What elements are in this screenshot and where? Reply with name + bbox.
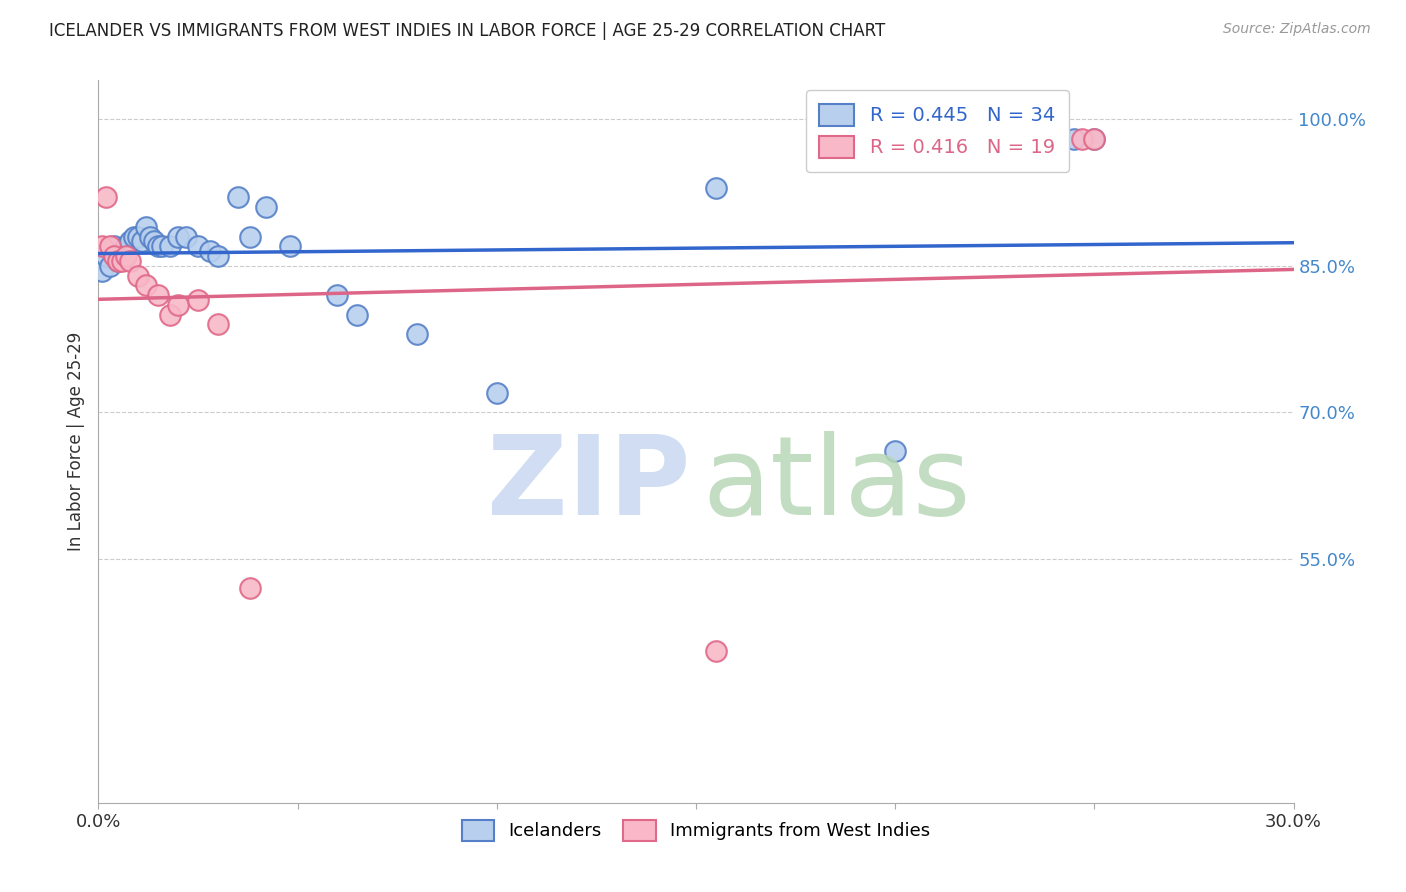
- Text: Source: ZipAtlas.com: Source: ZipAtlas.com: [1223, 22, 1371, 37]
- Point: [91, 263, 114, 277]
- Point: [127, 268, 149, 283]
- Point: [103, 239, 125, 253]
- Point: [111, 254, 134, 268]
- Point: [226, 190, 249, 204]
- Legend: Icelanders, Immigrants from West Indies: Icelanders, Immigrants from West Indies: [454, 813, 938, 848]
- Point: [174, 229, 197, 244]
- Point: [1083, 132, 1105, 146]
- Point: [111, 244, 134, 259]
- Point: [139, 229, 162, 244]
- Point: [207, 249, 229, 263]
- Point: [198, 244, 221, 259]
- Point: [207, 318, 229, 332]
- Text: ICELANDER VS IMMIGRANTS FROM WEST INDIES IN LABOR FORCE | AGE 25-29 CORRELATION : ICELANDER VS IMMIGRANTS FROM WEST INDIES…: [49, 22, 886, 40]
- Point: [150, 239, 173, 253]
- Point: [98, 239, 122, 253]
- Point: [96, 190, 118, 204]
- Point: [131, 235, 153, 249]
- Point: [326, 288, 349, 302]
- Point: [187, 239, 209, 253]
- Point: [107, 254, 129, 268]
- Point: [704, 180, 727, 194]
- Point: [143, 235, 166, 249]
- Point: [135, 219, 157, 234]
- Point: [148, 239, 170, 253]
- Point: [96, 249, 118, 263]
- Point: [1063, 132, 1085, 146]
- Text: atlas: atlas: [702, 432, 970, 539]
- Point: [115, 239, 138, 253]
- Point: [254, 200, 277, 214]
- Point: [346, 308, 368, 322]
- Point: [159, 308, 181, 322]
- Point: [124, 229, 146, 244]
- Point: [91, 239, 114, 253]
- Point: [704, 644, 727, 658]
- Point: [107, 254, 129, 268]
- Point: [278, 239, 301, 253]
- Point: [187, 293, 209, 307]
- Point: [1083, 132, 1105, 146]
- Point: [239, 229, 262, 244]
- Point: [135, 278, 157, 293]
- Point: [485, 385, 508, 400]
- Point: [120, 254, 142, 268]
- Point: [148, 288, 170, 302]
- Point: [884, 444, 907, 458]
- Point: [98, 259, 122, 273]
- Point: [103, 249, 125, 263]
- Point: [167, 298, 190, 312]
- Y-axis label: In Labor Force | Age 25-29: In Labor Force | Age 25-29: [66, 332, 84, 551]
- Point: [115, 249, 138, 263]
- Point: [159, 239, 181, 253]
- Point: [239, 581, 262, 595]
- Point: [1071, 132, 1094, 146]
- Point: [406, 327, 429, 342]
- Point: [127, 229, 149, 244]
- Text: ZIP: ZIP: [486, 432, 690, 539]
- Point: [167, 229, 190, 244]
- Point: [120, 235, 142, 249]
